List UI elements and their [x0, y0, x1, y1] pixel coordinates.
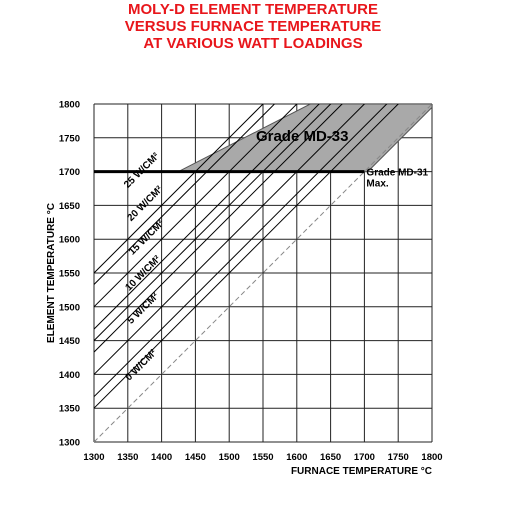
- intermediate-line: [94, 104, 388, 398]
- x-tick-label: 1350: [117, 452, 138, 463]
- tick-labels: 1300 1350 1400 1450 1500 1550 1600 1650 1700 1750…: [59, 100, 443, 464]
- intermediate-line: [94, 104, 320, 330]
- y-tick-label: 1550: [59, 269, 80, 280]
- threshold-label: Max.: [366, 179, 388, 190]
- x-tick-label: 1700: [354, 452, 375, 463]
- y-tick-label: 1600: [59, 235, 80, 246]
- y-tick-label: 1450: [59, 336, 80, 347]
- x-axis-label: FURNACE TEMPERATURE °C: [291, 466, 432, 477]
- y-axis-label: ELEMENT TEMPERATURE °C: [46, 203, 57, 343]
- x-tick-label: 1800: [421, 452, 442, 463]
- title-line-1: MOLY-D ELEMENT TEMPERATURE: [127, 1, 378, 18]
- series-label: 5 W/CM²: [126, 290, 162, 326]
- y-tick-label: 1800: [59, 100, 80, 111]
- x-tick-label: 1450: [185, 452, 206, 463]
- x-tick-label: 1300: [83, 452, 104, 463]
- series-line: [94, 104, 298, 308]
- y-tick-label: 1350: [59, 404, 80, 415]
- y-tick-label: 1650: [59, 201, 80, 212]
- x-tick-label: 1550: [252, 452, 273, 463]
- series-label: 20 W/CM²: [126, 184, 166, 224]
- chart-title: MOLY-D ELEMENT TEMPERATURE VERSUS FURNAC…: [0, 1, 506, 52]
- series-line: [94, 104, 264, 274]
- x-tick-label: 1400: [151, 452, 172, 463]
- intermediate-line: [94, 104, 343, 353]
- series-label: 0 W/CM²: [123, 347, 159, 383]
- y-tick-label: 1750: [59, 133, 80, 144]
- y-tick-label: 1300: [59, 438, 80, 449]
- x-tick-label: 1600: [286, 452, 307, 463]
- x-tick-label: 1750: [388, 452, 409, 463]
- x-tick-label: 1500: [219, 452, 240, 463]
- y-tick-label: 1500: [59, 302, 80, 313]
- title-line-3: AT VARIOUS WATT LOADINGS: [143, 35, 363, 52]
- y-tick-label: 1400: [59, 370, 80, 381]
- x-tick-label: 1650: [320, 452, 341, 463]
- y-tick-label: 1700: [59, 167, 80, 178]
- region-label: Grade MD-33: [256, 128, 349, 145]
- series-line: [94, 104, 366, 375]
- threshold-label: Grade MD-31: [366, 168, 428, 179]
- intermediate-line: [94, 104, 276, 285]
- title-line-2: VERSUS FURNACE TEMPERATURE: [124, 18, 382, 35]
- series-line: [94, 104, 399, 409]
